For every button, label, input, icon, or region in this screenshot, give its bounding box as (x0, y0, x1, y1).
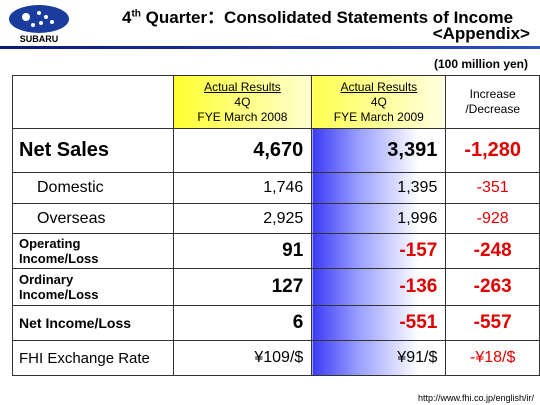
row-label: Domestic (12, 172, 174, 204)
h: Increase (469, 87, 516, 101)
title-number: 4 (122, 8, 132, 27)
l: Ordinary (19, 272, 74, 287)
row-label: Overseas (12, 203, 174, 234)
h: 4Q (370, 94, 387, 109)
row-label: Ordinary Income/Loss (12, 268, 174, 306)
title-rest: Quarter：Consolidated Statements of Incom… (140, 8, 514, 27)
h: Actual Results (340, 79, 418, 94)
cell: ¥91/$ (311, 340, 447, 376)
h: FYE March 2008 (197, 109, 288, 124)
l: Income/Loss (19, 251, 99, 266)
unit: (100 million yen) (433, 57, 528, 71)
l: Operating (19, 236, 81, 251)
row: Net Sales 4,670 3,391 -1,280 (12, 128, 540, 173)
title: 4th Quarter：Consolidated Statements of I… (122, 3, 513, 28)
cell: -157 (311, 233, 447, 269)
corner (12, 75, 174, 129)
row-label: Net Sales (12, 128, 174, 173)
row: Domestic 1,746 1,395 -351 (12, 172, 540, 204)
cell: 2,925 (172, 203, 313, 234)
cell: ¥109/$ (172, 340, 313, 376)
cell: 1,746 (172, 172, 313, 204)
row: FHI Exchange Rate ¥109/$ ¥91/$ -¥18/$ (12, 340, 540, 376)
row-label: Net Income/Loss (12, 305, 174, 341)
cell: -557 (445, 305, 540, 341)
cell: -351 (445, 172, 540, 204)
row: Overseas 2,925 1,996 -928 (12, 203, 540, 234)
cell: 127 (172, 268, 313, 306)
row: Net Income/Loss 6 -551 -557 (12, 305, 540, 341)
row: Ordinary Income/Loss 127 -136 -263 (12, 268, 540, 306)
cell: -263 (445, 268, 540, 306)
h: /Decrease (465, 102, 521, 116)
cell: 1,996 (311, 203, 447, 234)
cell: 3,391 (311, 128, 447, 173)
header-row: Actual Results 4Q FYE March 2008 Actual Re… (12, 75, 540, 129)
title-suffix: th (131, 8, 141, 20)
footer-url: http://www.fhi.co.jp/english/ir/ (417, 393, 534, 403)
h: Actual Results (204, 79, 281, 94)
col-header: Actual Results 4Q FYE March 2008 (172, 75, 313, 129)
cell: -928 (445, 203, 540, 234)
table: Actual Results 4Q FYE March 2008 Actual Re… (12, 75, 540, 376)
header-rule (0, 46, 540, 49)
cell: 91 (172, 233, 313, 269)
cell: -136 (311, 268, 447, 306)
row-label: Operating Income/Loss (12, 233, 174, 269)
cell: -¥18/$ (445, 340, 540, 376)
cell: 1,395 (311, 172, 447, 204)
h: FYE March 2009 (333, 109, 424, 124)
subtitle: <Appendix> (432, 24, 530, 43)
cell: 4,670 (172, 128, 313, 173)
row-label: FHI Exchange Rate (12, 340, 174, 376)
l: Income/Loss (19, 287, 99, 302)
cell: -1,280 (445, 128, 540, 173)
cell: 6 (172, 305, 313, 341)
h: 4Q (234, 94, 251, 109)
logo-text: SUBARU (20, 34, 59, 44)
col-header: Actual Results 4Q FYE March 2009 (311, 75, 447, 129)
cell: -248 (445, 233, 540, 269)
cell: -551 (311, 305, 447, 341)
row: Operating Income/Loss 91 -157 -248 (12, 233, 540, 269)
col-header: Increase/Decrease (445, 75, 540, 129)
logo: SUBARU (9, 5, 69, 44)
